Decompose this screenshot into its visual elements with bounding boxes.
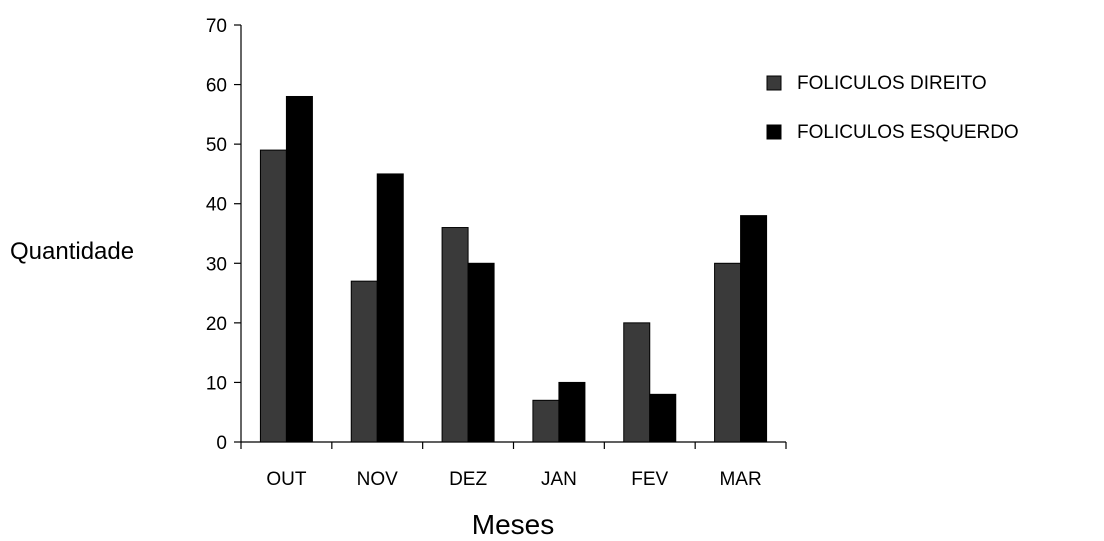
bar-direito-mar: [714, 262, 742, 443]
x-tick-label: DEZ: [449, 469, 487, 490]
legend-swatch: [766, 75, 782, 91]
x-tick-label: NOV: [357, 469, 399, 490]
x-tick-label: FEV: [631, 469, 668, 490]
bar-esquerdo-mar: [740, 215, 768, 443]
bar-direito-jan: [532, 399, 560, 443]
bar-esquerdo-nov: [376, 173, 404, 443]
y-tick-label: 70: [206, 16, 227, 37]
legend-label: FOLICULOS DIREITO: [797, 73, 987, 94]
x-tick-label: MAR: [719, 469, 761, 490]
bar-esquerdo-dez: [467, 262, 495, 443]
bar-esquerdo-fev: [649, 393, 677, 443]
x-axis-title: Meses: [472, 509, 554, 540]
legend: FOLICULOS DIREITO FOLICULOS ESQUERDO: [766, 73, 1019, 143]
y-tick-label: 50: [206, 135, 227, 156]
y-tick-label: 10: [206, 373, 227, 394]
bar-esquerdo-jan: [558, 381, 586, 443]
x-tick-label: JAN: [541, 469, 577, 490]
y-tick-label: 60: [206, 76, 227, 97]
y-tick-label: 40: [206, 195, 227, 216]
y-axis-title: Quantidade: [10, 238, 134, 265]
y-tick-label: 20: [206, 314, 227, 335]
axes: [234, 24, 787, 449]
legend-label: FOLICULOS ESQUERDO: [797, 122, 1019, 143]
y-tick-labels: 0 10 20 30 40 50 60 70: [206, 16, 227, 454]
bar-direito-nov: [350, 280, 378, 443]
bar-direito-fev: [623, 322, 651, 443]
y-tick-label: 30: [206, 254, 227, 275]
bar-direito-dez: [441, 227, 469, 443]
x-tick-label: OUT: [266, 469, 307, 490]
legend-swatch: [766, 124, 782, 140]
bar-esquerdo-out: [285, 95, 313, 443]
bar-direito-out: [259, 149, 287, 443]
y-tick-label: 0: [216, 433, 227, 454]
bars: [259, 95, 768, 443]
x-tick-labels: OUT NOV DEZ JAN FEV MAR: [266, 469, 761, 490]
